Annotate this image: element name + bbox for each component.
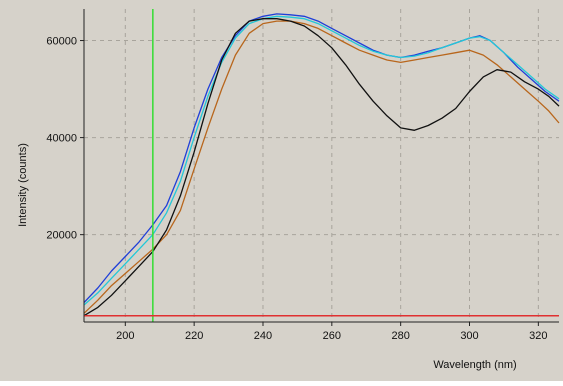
x-tick-label: 280	[391, 330, 409, 342]
y-tick-label: 60000	[46, 36, 77, 48]
tick-labels: 200 220 240 260 280 300 320 20000 40000 60000	[46, 36, 547, 342]
x-tick-label: 200	[116, 330, 134, 342]
y-tick-label: 40000	[46, 133, 77, 145]
axes	[83, 9, 559, 323]
grid-lines	[84, 9, 559, 322]
x-tick-label: 320	[529, 330, 547, 342]
series-line-2	[83, 15, 560, 306]
series-line-4	[83, 18, 560, 317]
series-layer	[83, 13, 560, 317]
series-line-3	[83, 20, 560, 314]
plot-area	[84, 9, 559, 322]
annotation-layer	[84, 9, 559, 322]
x-tick-label: 260	[323, 330, 341, 342]
y-axis-label: Intensity (counts)	[17, 143, 29, 227]
x-axis-label: Wavelength (nm)	[433, 359, 516, 371]
x-tick-label: 220	[185, 330, 203, 342]
x-tick-label: 240	[254, 330, 272, 342]
series-line-1	[83, 13, 560, 304]
y-tick-label: 20000	[46, 230, 77, 242]
x-tick-label: 300	[460, 330, 478, 342]
